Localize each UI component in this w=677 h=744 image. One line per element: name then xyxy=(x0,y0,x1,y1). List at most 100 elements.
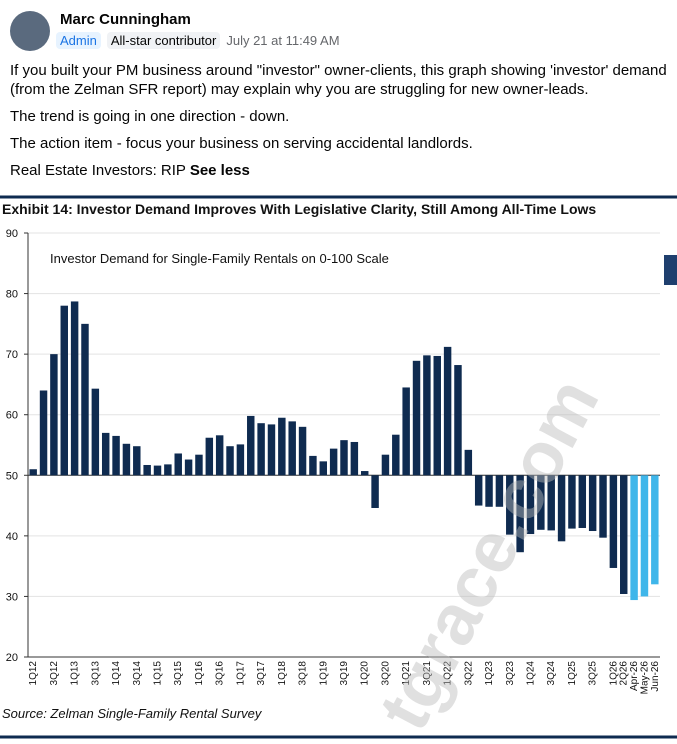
x-tick-label: Jun-26 xyxy=(650,661,661,692)
post-body: If you built your PM business around "in… xyxy=(10,61,672,180)
bar xyxy=(29,469,37,476)
paragraph: The trend is going in one direction - do… xyxy=(10,108,290,125)
bar xyxy=(402,387,410,476)
x-tick-label: 3Q12 xyxy=(49,661,60,686)
chart: Exhibit 14: Investor Demand Improves Wit… xyxy=(0,195,677,743)
side-tab xyxy=(664,255,677,285)
bar xyxy=(122,443,131,476)
bar xyxy=(39,390,48,476)
bar xyxy=(309,455,317,476)
badge[interactable]: Admin xyxy=(56,32,101,49)
see-less[interactable]: See less xyxy=(189,162,250,179)
x-tick-label: 3Q20 xyxy=(380,661,391,686)
paragraph: The action item - focus your business on… xyxy=(10,135,473,152)
bar xyxy=(112,435,120,476)
bar xyxy=(288,421,296,476)
bar xyxy=(215,435,224,476)
bar xyxy=(651,475,659,585)
x-tick-label: 1Q25 xyxy=(567,661,578,686)
x-tick-label: 3Q25 xyxy=(588,661,599,686)
bar xyxy=(81,323,89,476)
bar xyxy=(195,454,203,476)
x-tick-label: 3Q17 xyxy=(256,661,267,686)
bar xyxy=(443,346,452,476)
bar xyxy=(506,475,514,535)
x-tick-label: 1Q16 xyxy=(194,661,205,686)
bar xyxy=(454,365,462,476)
bar xyxy=(609,475,618,568)
x-tick-label: 3Q14 xyxy=(132,661,143,686)
bar xyxy=(516,475,524,553)
bar xyxy=(164,464,172,476)
x-tick-label: 2Q26 xyxy=(619,661,630,686)
y-tick-label: 30 xyxy=(6,591,18,603)
y-tick-label: 50 xyxy=(6,470,18,482)
bar xyxy=(474,475,483,506)
paragraph: If you built your PM business around "in… xyxy=(10,62,667,98)
bar xyxy=(267,424,276,476)
x-tick-label: 1Q23 xyxy=(484,661,495,686)
bar xyxy=(588,475,597,532)
bar xyxy=(298,426,307,476)
x-tick-label: 3Q15 xyxy=(173,661,184,686)
timestamp[interactable]: July 21 at 11:49 AM xyxy=(226,33,340,48)
source: Source: Zelman Single-Family Rental Surv… xyxy=(2,706,263,721)
author[interactable]: Marc Cunningham xyxy=(60,11,191,28)
x-tick-label: 1Q15 xyxy=(153,661,164,686)
bar xyxy=(174,453,182,476)
bar xyxy=(340,440,348,476)
bar xyxy=(153,465,162,476)
y-tick-label: 40 xyxy=(6,531,18,543)
bar xyxy=(184,459,193,476)
bar xyxy=(485,475,493,507)
bar xyxy=(319,461,328,476)
bar xyxy=(247,415,255,476)
bar xyxy=(360,471,369,476)
bar xyxy=(91,388,100,476)
chart-subtitle: Investor Demand for Single-Family Rental… xyxy=(50,251,389,266)
x-tick-label: 1Q18 xyxy=(277,661,288,686)
bar xyxy=(236,444,245,476)
x-tick-label: 1Q26 xyxy=(608,661,619,686)
bar xyxy=(630,475,638,601)
x-tick-label: 1Q12 xyxy=(28,661,39,686)
bar xyxy=(60,305,68,476)
y-tick-label: 60 xyxy=(6,410,18,422)
paragraph-text: Real Estate Investors: RIP xyxy=(10,162,186,179)
bar xyxy=(70,301,79,476)
bar xyxy=(329,448,338,476)
x-tick-label: 3Q21 xyxy=(422,661,433,686)
x-tick-label: 1Q19 xyxy=(318,661,329,686)
bar xyxy=(350,441,359,476)
badge[interactable]: All-star contributor xyxy=(106,32,221,49)
x-tick-label: 3Q19 xyxy=(339,661,350,686)
meta: Admin All-star contributor July 21 at 11… xyxy=(56,32,340,49)
chart-title: Exhibit 14: Investor Demand Improves Wit… xyxy=(2,201,596,217)
x-tick-label: 1Q21 xyxy=(401,661,412,686)
bar xyxy=(599,475,607,538)
bar xyxy=(547,475,555,531)
bar xyxy=(50,354,58,476)
x-tick-label: Apr-26 xyxy=(629,661,640,691)
y-tick-label: 90 xyxy=(6,228,18,240)
bar xyxy=(371,475,379,508)
x-tick-label: 3Q23 xyxy=(505,661,516,686)
bar xyxy=(101,432,110,476)
bar xyxy=(526,475,535,535)
bar xyxy=(433,355,441,476)
bar xyxy=(464,449,473,476)
x-tick-label: 1Q17 xyxy=(235,661,246,686)
avatar[interactable] xyxy=(10,11,50,51)
bar xyxy=(557,475,566,542)
bar xyxy=(205,437,214,476)
bar xyxy=(423,355,431,476)
x-tick-label: 1Q24 xyxy=(525,661,536,686)
bar xyxy=(537,475,545,530)
bar xyxy=(620,475,628,595)
bar xyxy=(495,475,504,507)
x-tick-label: 1Q14 xyxy=(111,661,122,686)
bar xyxy=(226,446,234,476)
x-tick-label: 1Q20 xyxy=(360,661,371,686)
bar xyxy=(133,446,141,476)
